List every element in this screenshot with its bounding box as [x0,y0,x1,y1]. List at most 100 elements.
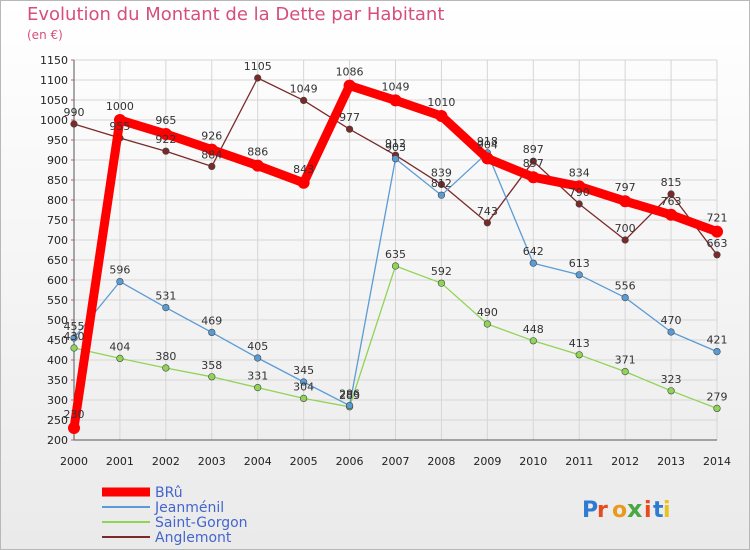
data-label: 1049 [382,80,410,93]
x-tick-label: 2003 [198,455,226,468]
data-point [619,195,632,208]
data-label: 926 [201,130,222,143]
data-label: 743 [477,205,498,218]
data-label: 430 [64,330,85,343]
data-point [713,251,721,259]
data-label: 405 [247,340,268,353]
data-point [391,155,400,163]
data-point [575,351,583,359]
data-label: 323 [661,373,682,386]
data-label: 469 [201,314,222,327]
data-label: 331 [247,370,268,383]
data-label: 380 [155,350,176,363]
data-point [389,94,402,107]
data-point [300,96,308,104]
data-label: 918 [477,135,498,148]
data-label: 448 [523,323,544,336]
y-tick-label: 650 [47,254,68,267]
data-point [667,328,675,336]
data-label: 279 [707,390,728,403]
y-tick-label: 200 [47,434,68,447]
data-point [483,219,491,227]
y-tick-label: 500 [47,314,68,327]
data-point [621,294,629,302]
x-tick-label: 2014 [703,455,731,468]
data-label: 965 [155,114,176,127]
data-point [208,373,216,381]
logo-letter: o [612,498,627,523]
x-tick-label: 2005 [290,455,318,468]
x-tick-label: 2007 [382,455,410,468]
x-tick-label: 2009 [473,455,501,468]
x-tick-label: 2013 [657,455,685,468]
legend-label: Jeanménil [154,500,224,516]
logo-letter: i [663,498,671,523]
y-tick-label: 850 [47,174,68,187]
data-label: 404 [109,340,130,353]
y-tick-label: 550 [47,294,68,307]
data-label: 531 [155,290,176,303]
legend-label: BRû [155,485,183,501]
data-label: 797 [615,181,636,194]
data-point [711,225,723,238]
data-point [667,387,675,395]
y-tick-label: 400 [47,354,68,367]
data-point [251,159,264,172]
data-label: 763 [661,195,682,208]
data-label: 922 [155,133,176,146]
x-tick-label: 2000 [60,455,88,468]
data-label: 886 [247,146,268,159]
data-label: 1000 [106,100,134,113]
data-label: 592 [431,265,452,278]
data-label: 635 [385,248,406,261]
data-label: 884 [201,148,222,161]
x-tick-label: 2008 [427,455,455,468]
data-label: 857 [523,157,544,170]
data-label: 596 [109,264,130,277]
chart-title: Evolution du Montant de la Dette par Hab… [27,4,445,25]
logo-letter: P [582,498,598,523]
data-label: 1105 [244,60,272,73]
x-tick-label: 2002 [152,455,180,468]
data-point [68,422,80,434]
data-point [713,348,721,356]
x-tick-label: 2012 [611,455,639,468]
data-label: 955 [109,120,130,133]
logo-letter: t [653,498,664,523]
data-point [159,128,172,140]
data-label: 912 [385,137,406,150]
data-label: 304 [293,380,314,393]
data-label: 371 [615,354,636,367]
data-point [667,190,675,198]
logo-letter: r [597,498,608,523]
data-label: 556 [615,280,636,293]
data-point [300,394,308,403]
data-point [437,180,446,188]
data-label: 1049 [290,82,318,95]
data-point [481,152,494,165]
data-point [162,364,170,372]
data-point [162,304,170,312]
data-point [300,378,308,386]
data-label: 904 [477,138,498,151]
data-label: 663 [707,237,728,250]
x-tick-label: 2010 [519,455,547,468]
data-label: 421 [707,334,728,347]
data-point [575,200,583,208]
y-tick-label: 900 [47,154,68,167]
y-tick-label: 1050 [40,94,68,107]
x-tick-label: 2001 [106,455,134,468]
data-point [529,259,537,267]
data-label: 358 [201,359,222,372]
data-point [483,320,491,328]
data-label: 490 [477,306,498,319]
data-point [70,344,78,352]
data-label: 839 [431,166,452,179]
data-label: 455 [64,320,85,333]
data-point [621,368,629,376]
data-label: 1086 [336,66,364,79]
y-tick-label: 1000 [40,114,68,127]
y-tick-label: 350 [47,374,68,387]
data-label: 790 [569,186,590,199]
